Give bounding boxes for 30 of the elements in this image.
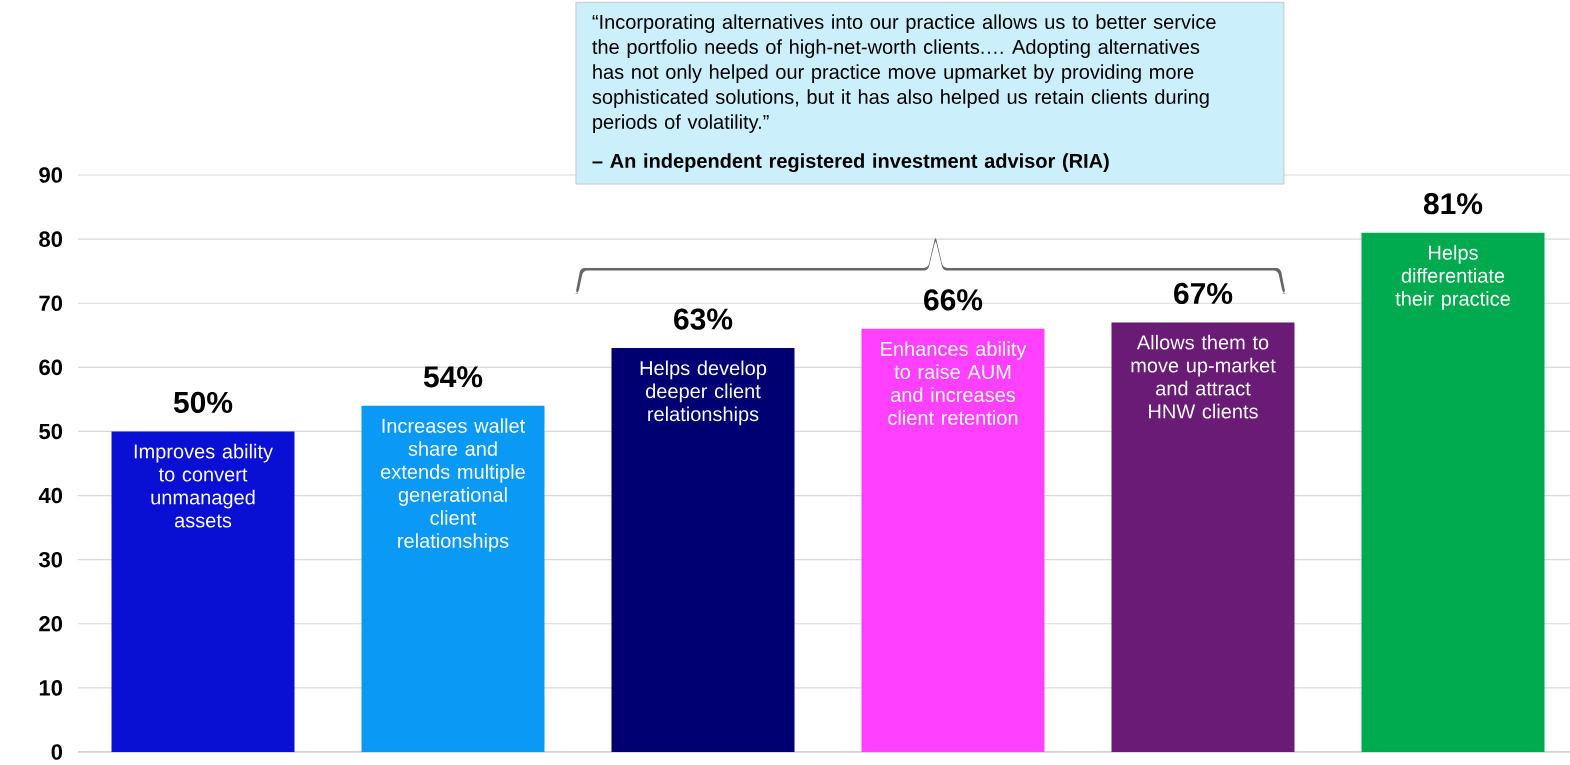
y-tick-label: 70 xyxy=(39,295,63,312)
y-tick-label: 90 xyxy=(39,167,63,183)
data-label: 63% xyxy=(674,308,733,330)
y-tick-label: 60 xyxy=(39,359,63,376)
bar xyxy=(111,431,295,752)
x-tick-label: Allows them to move up-market and attract HNW clients xyxy=(1131,334,1276,419)
bar xyxy=(1111,322,1295,752)
data-label: 81% xyxy=(1423,193,1483,215)
x-tick-label: Enhances ability to raise AUM and increases client retention xyxy=(881,341,1027,425)
y-tick-label: 10 xyxy=(39,680,63,696)
x-tick-label: Helps develop deeper client relationships xyxy=(640,360,767,426)
data-label: 50% xyxy=(173,391,233,414)
text: “Incorporating alternatives into our practice allows us to better service the portfolio needs of high-net-worth clients.… Adopting alternatives has not only helped our practice move upmarket by providing more sophisticated solutions, but it has also helped us retain clients during periods of volatility.” xyxy=(592,14,1216,133)
y-tick-label: 80 xyxy=(39,231,63,247)
bar xyxy=(361,405,545,752)
x-tick-label: Helps differentiate their practice xyxy=(1395,245,1510,310)
data-label: 66% xyxy=(924,289,983,311)
y-tick-label: 0 xyxy=(51,744,63,760)
data-label: 67% xyxy=(1174,282,1233,305)
text: – An independent registered investment advisor (RIA) xyxy=(592,153,1109,173)
y-tick-label: 30 xyxy=(38,551,63,568)
bar xyxy=(861,328,1045,752)
y-tick-label: 50 xyxy=(39,423,63,440)
y-tick-label: 40 xyxy=(38,487,63,504)
y-tick-label: 20 xyxy=(39,616,63,632)
x-tick-label: Improves ability to convert unmanaged assets xyxy=(134,443,273,528)
x-tick-label: Increases wallet share and extends multiple generational client relationships xyxy=(381,418,526,552)
bar xyxy=(611,348,795,752)
bar xyxy=(1361,232,1545,752)
data-label: 54% xyxy=(423,366,483,388)
